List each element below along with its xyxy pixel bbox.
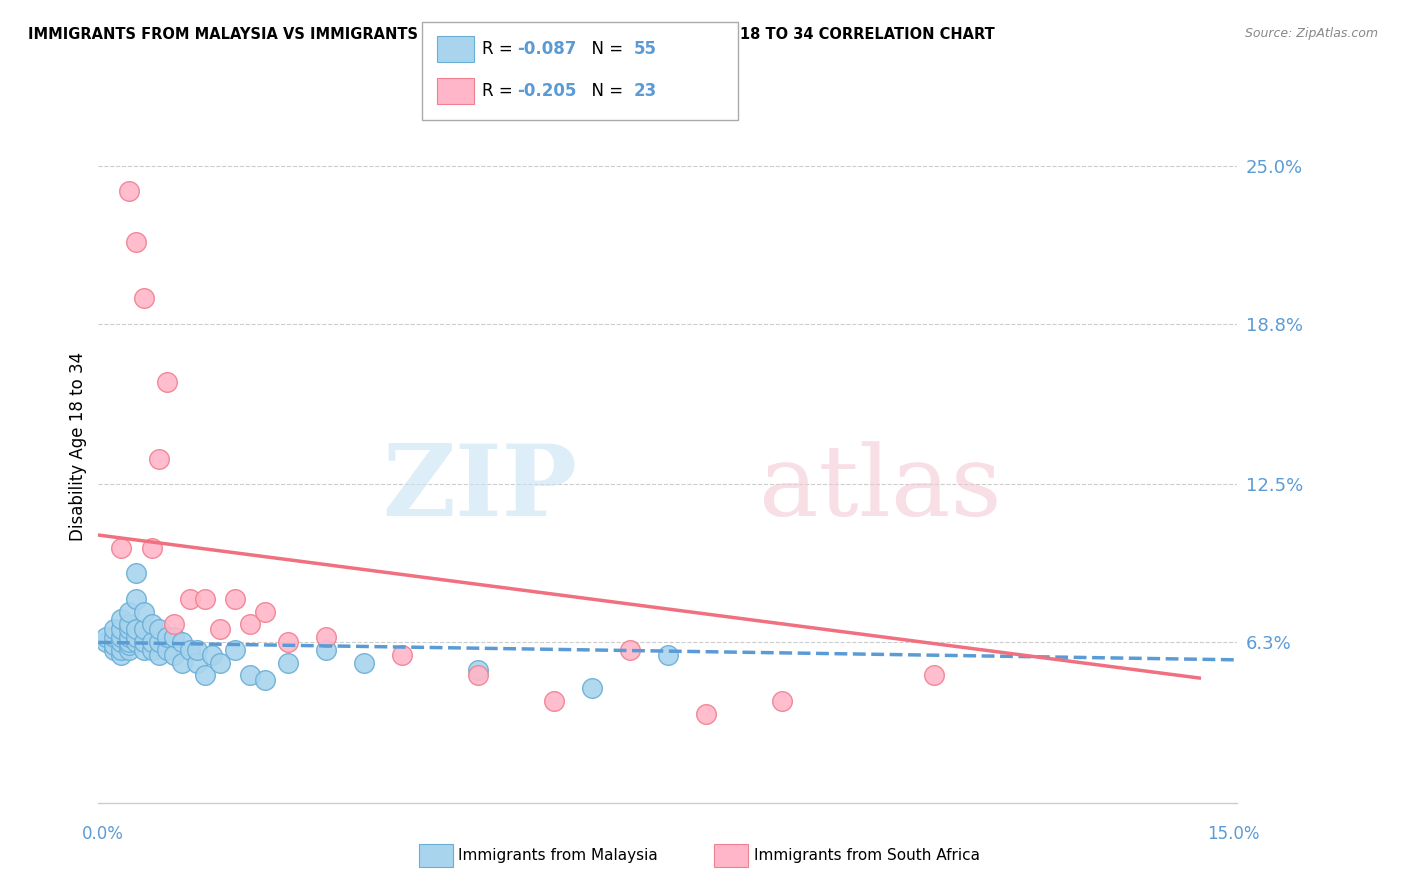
Point	[391, 648, 413, 662]
Point	[254, 673, 277, 688]
Point	[94, 635, 117, 649]
Point	[156, 643, 179, 657]
Point	[581, 681, 603, 695]
Point	[194, 591, 217, 606]
Point	[239, 617, 262, 632]
Point	[118, 630, 141, 644]
Point	[141, 617, 163, 632]
Point	[125, 591, 148, 606]
Point	[201, 648, 224, 662]
Point	[156, 376, 179, 390]
Point	[94, 630, 117, 644]
Text: 0.0%: 0.0%	[82, 825, 124, 843]
Point	[103, 643, 125, 657]
Point	[132, 291, 155, 305]
Point	[657, 648, 679, 662]
Point	[125, 566, 148, 581]
Point	[315, 643, 337, 657]
Point	[148, 635, 170, 649]
Point	[110, 635, 132, 649]
Point	[110, 623, 132, 637]
Point	[110, 643, 132, 657]
Point	[132, 643, 155, 657]
Point	[103, 623, 125, 637]
Point	[254, 605, 277, 619]
Point	[110, 541, 132, 555]
Point	[110, 612, 132, 626]
Text: ZIP: ZIP	[382, 441, 576, 537]
Point	[543, 694, 565, 708]
Point	[163, 617, 186, 632]
Point	[170, 656, 193, 670]
Point	[148, 451, 170, 466]
Text: R =: R =	[482, 40, 519, 58]
Point	[141, 635, 163, 649]
Point	[208, 623, 231, 637]
Point	[118, 605, 141, 619]
Point	[277, 635, 299, 649]
Point	[110, 630, 132, 644]
Point	[125, 235, 148, 249]
Point	[467, 663, 489, 677]
Point	[770, 694, 793, 708]
Text: 15.0%: 15.0%	[1206, 825, 1260, 843]
Text: R =: R =	[482, 82, 519, 100]
Point	[103, 630, 125, 644]
Point	[141, 643, 163, 657]
Point	[170, 635, 193, 649]
Point	[148, 648, 170, 662]
Point	[141, 541, 163, 555]
Text: 55: 55	[634, 40, 657, 58]
Point	[194, 668, 217, 682]
Point	[239, 668, 262, 682]
Point	[315, 630, 337, 644]
Text: -0.205: -0.205	[517, 82, 576, 100]
Text: 23: 23	[634, 82, 658, 100]
Point	[103, 638, 125, 652]
Text: N =: N =	[581, 82, 628, 100]
Point	[186, 643, 208, 657]
Point	[132, 635, 155, 649]
Point	[922, 668, 945, 682]
Point	[125, 635, 148, 649]
Text: N =: N =	[581, 40, 628, 58]
Point	[179, 591, 201, 606]
Text: atlas: atlas	[759, 441, 1001, 537]
Point	[208, 656, 231, 670]
Text: Source: ZipAtlas.com: Source: ZipAtlas.com	[1244, 27, 1378, 40]
Point	[467, 668, 489, 682]
Y-axis label: Disability Age 18 to 34: Disability Age 18 to 34	[69, 351, 87, 541]
Point	[118, 617, 141, 632]
Text: Immigrants from Malaysia: Immigrants from Malaysia	[458, 848, 658, 863]
Point	[110, 648, 132, 662]
Point	[125, 630, 148, 644]
Text: -0.087: -0.087	[517, 40, 576, 58]
Point	[277, 656, 299, 670]
Point	[118, 623, 141, 637]
Text: Immigrants from South Africa: Immigrants from South Africa	[754, 848, 980, 863]
Point	[186, 656, 208, 670]
Point	[118, 635, 141, 649]
Point	[695, 706, 717, 721]
Point	[132, 605, 155, 619]
Point	[125, 623, 148, 637]
Point	[163, 630, 186, 644]
Point	[619, 643, 641, 657]
Point	[148, 623, 170, 637]
Point	[163, 648, 186, 662]
Point	[224, 643, 246, 657]
Point	[132, 623, 155, 637]
Point	[224, 591, 246, 606]
Point	[179, 643, 201, 657]
Point	[353, 656, 375, 670]
Point	[156, 630, 179, 644]
Point	[118, 184, 141, 198]
Point	[118, 643, 141, 657]
Text: IMMIGRANTS FROM MALAYSIA VS IMMIGRANTS FROM SOUTH AFRICA DISABILITY AGE 18 TO 34: IMMIGRANTS FROM MALAYSIA VS IMMIGRANTS F…	[28, 27, 995, 42]
Point	[118, 638, 141, 652]
